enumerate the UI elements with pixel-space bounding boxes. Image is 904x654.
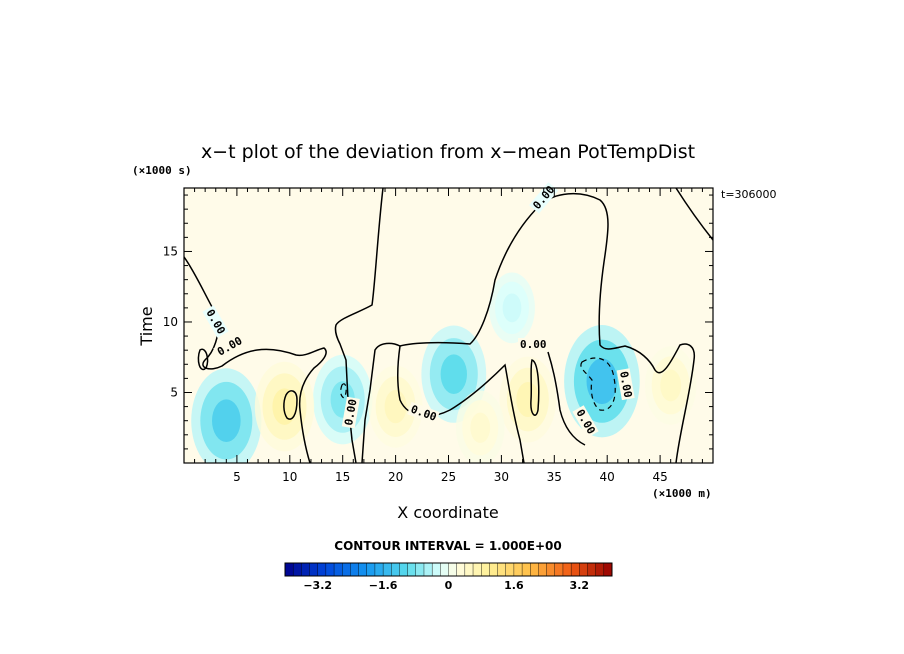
anomaly-core: [502, 293, 522, 323]
colorbar-cell: [358, 562, 368, 577]
colorbar-cell: [350, 562, 360, 577]
colorbar-cell: [292, 562, 302, 577]
colorbar-cell: [382, 562, 392, 577]
colorbar-cell: [333, 562, 343, 577]
svg-text:0.00: 0.00: [617, 370, 634, 398]
colorbar-cell: [554, 562, 564, 577]
colorbar-cell: [513, 562, 523, 577]
colorbar-tick-label: −3.2: [303, 579, 332, 592]
colorbar-cell: [546, 562, 556, 577]
anomaly-core: [660, 369, 682, 402]
x-tick-label: 20: [388, 470, 403, 484]
colorbar-tick-label: 3.2: [570, 579, 590, 592]
x-tick-label: 5: [233, 470, 241, 484]
colorbar-cell: [497, 562, 507, 577]
contour-label: 0.00: [341, 396, 360, 429]
colorbar-cell: [391, 562, 400, 577]
colorbar-cell: [538, 562, 548, 577]
colorbar-cell: [440, 562, 450, 577]
negative-contours: [340, 357, 616, 411]
x-tick-label: 40: [600, 470, 615, 484]
colorbar-tick-label: 1.6: [504, 579, 524, 592]
time-stamp: t=306000: [721, 188, 777, 201]
colorbar-frame: [284, 562, 613, 577]
x-tick-label: 35: [547, 470, 562, 484]
zero-contours: [184, 188, 713, 463]
colorbar-cell: [481, 562, 490, 577]
svg-text:0.00: 0.00: [342, 398, 359, 426]
colorbar-cell: [505, 562, 515, 577]
zero-contour-mid: [334, 188, 384, 463]
x-tick-label: 10: [282, 470, 297, 484]
x-tick-label: 25: [441, 470, 456, 484]
chart-title: x−t plot of the deviation from x−mean Po…: [201, 141, 695, 163]
zero-contour-column: [547, 351, 586, 446]
colorbar-cell: [579, 562, 588, 577]
colorbar-cell: [489, 562, 499, 577]
y-tick-label: 5: [170, 385, 178, 399]
negative-contour-right: [580, 357, 616, 411]
zero-contour-lower: [396, 345, 525, 463]
contour-label: 0.00: [518, 338, 548, 351]
zero-contour-loop-c: [197, 348, 209, 371]
tick-labels: 5 10 15 20 25 30 35 40 45 5 10 15: [163, 244, 668, 484]
colorbar-cell: [423, 562, 433, 577]
x-tick-label: 45: [652, 470, 667, 484]
colorbar-cell: [562, 562, 572, 577]
negative-contour-left: [340, 383, 347, 399]
colorbar-cell: [399, 562, 409, 577]
colorbar-cell: [448, 562, 458, 577]
x-axis-label: X coordinate: [397, 503, 498, 522]
y-unit-label: (×1000 s): [132, 164, 192, 177]
anomaly-core: [440, 354, 467, 394]
colorbar-cell: [366, 562, 376, 577]
zero-contour-center: [361, 192, 696, 463]
anomaly-core: [516, 382, 540, 418]
colorbar-cell: [325, 562, 335, 577]
colorbar-cell: [317, 562, 327, 577]
colorbar: [284, 562, 613, 577]
x-tick-label: 15: [335, 470, 350, 484]
field-layer: [184, 188, 713, 463]
colorbar-cell: [587, 562, 597, 577]
colorbar-tick-label: −1.6: [369, 579, 398, 592]
colorbar-cell: [521, 562, 531, 577]
colorbar-cell: [595, 562, 605, 577]
colorbar-cell: [472, 562, 482, 577]
colorbar-cell: [464, 562, 474, 577]
y-tick-label: 10: [163, 315, 178, 329]
anomaly-core: [212, 399, 241, 443]
colorbar-cell: [407, 562, 417, 577]
anomaly-core: [586, 358, 618, 405]
colorbar-cell: [301, 562, 311, 577]
colorbar-cell: [309, 562, 319, 577]
zero-contour-loop-a: [283, 390, 298, 420]
anomaly-core: [470, 412, 491, 443]
colorbar-cell: [415, 562, 425, 577]
colorbar-tick-label: 0: [445, 579, 453, 592]
y-tick-label: 15: [163, 244, 178, 258]
x-tick-label: 30: [494, 470, 509, 484]
y-axis-label: Time: [137, 306, 156, 346]
contour-label: 0.00: [616, 368, 635, 401]
zero-contour-loop-b: [530, 359, 540, 416]
colorbar-cell: [342, 562, 351, 577]
colorbar-labels: −3.2 −1.6 0 1.6 3.2: [303, 579, 589, 592]
axis-ticks: [184, 188, 713, 463]
anomaly-core: [384, 389, 407, 424]
contour-interval-label: CONTOUR INTERVAL = 1.000E+00: [334, 539, 561, 553]
svg-text:0.00: 0.00: [520, 338, 547, 351]
colorbar-cell: [570, 562, 580, 577]
colorbar-cell: [456, 562, 466, 577]
colorbar-cell: [284, 562, 294, 577]
x-unit-label: (×1000 m): [652, 487, 712, 500]
colorbar-cell: [374, 562, 384, 577]
colorbar-cell: [603, 562, 613, 577]
colorbar-cell: [431, 562, 441, 577]
colorbar-cell: [530, 562, 539, 577]
